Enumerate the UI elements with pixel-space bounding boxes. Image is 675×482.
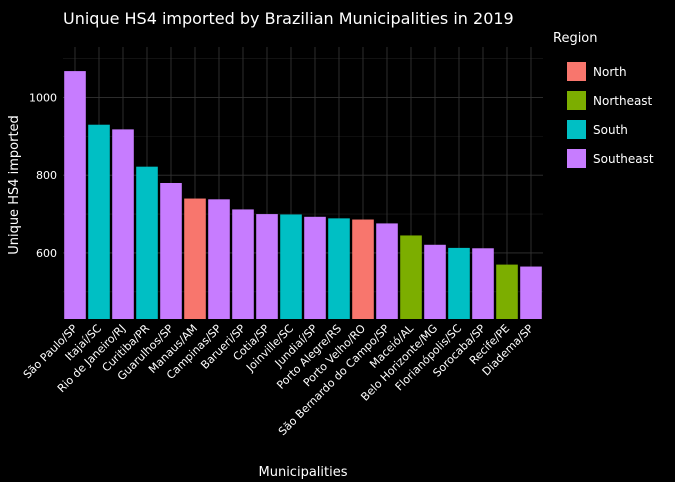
y-tick-label: 800: [36, 169, 57, 182]
bar: [376, 223, 398, 319]
bar: [64, 71, 86, 319]
bar: [88, 124, 110, 319]
legend-key: [567, 91, 586, 110]
bar: [328, 218, 350, 319]
bar: [424, 244, 446, 319]
bar: [280, 214, 302, 319]
bar: [232, 209, 254, 319]
bar: [136, 166, 158, 319]
bar: [160, 183, 182, 319]
bar: [304, 216, 326, 319]
bar: [184, 198, 206, 319]
legend-label: South: [593, 123, 628, 137]
bar: [496, 264, 518, 319]
bar: [472, 248, 494, 319]
legend-key: [567, 62, 586, 81]
y-tick-label: 1000: [29, 92, 57, 105]
bar: [520, 266, 542, 319]
bar: [400, 235, 422, 319]
bar: [256, 214, 278, 319]
x-axis-title: Municipalities: [259, 465, 348, 480]
legend-key: [567, 149, 586, 168]
y-axis-title: Unique HS4 imported: [7, 115, 22, 255]
plot-panel: [63, 47, 543, 319]
legend: Region North Northeast South Southeast: [553, 31, 654, 168]
bar: [208, 199, 230, 319]
bar: [352, 219, 374, 319]
chart-title: Unique HS4 imported by Brazilian Municip…: [63, 9, 514, 28]
legend-label: Northeast: [593, 94, 653, 108]
bar: [448, 247, 470, 319]
legend-title: Region: [553, 31, 598, 46]
y-tick-label: 600: [36, 247, 57, 260]
legend-label: North: [593, 65, 627, 79]
legend-label: Southeast: [593, 152, 654, 166]
bar: [112, 129, 134, 319]
legend-key: [567, 120, 586, 139]
